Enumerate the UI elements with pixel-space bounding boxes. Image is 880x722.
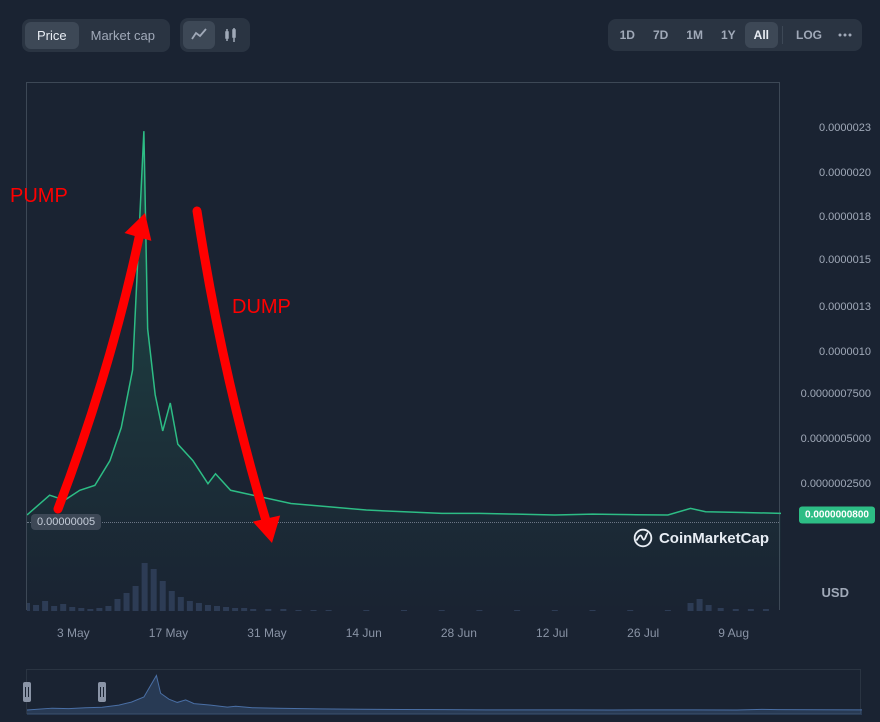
y-tick-label: 0.0000010 (819, 346, 871, 358)
coinmarketcap-icon (633, 528, 653, 548)
toolbar: Price Market cap 1D 7D 1M 1Y All LOG (0, 0, 880, 62)
toolbar-right: 1D 7D 1M 1Y All LOG (608, 19, 862, 51)
watermark: CoinMarketCap (633, 528, 769, 548)
y-tick-label: 0.0000013 (819, 301, 871, 313)
baseline: 0.00000005 (27, 522, 779, 523)
timerange-7d[interactable]: 7D (644, 22, 677, 48)
x-tick-label: 31 May (247, 626, 286, 640)
navigator-handle-right[interactable] (98, 682, 106, 702)
currency-label: USD (822, 585, 849, 600)
divider (782, 26, 783, 44)
price-marketcap-segment: Price Market cap (22, 19, 170, 52)
price-tab[interactable]: Price (25, 22, 79, 49)
watermark-text: CoinMarketCap (659, 530, 769, 547)
chart-main[interactable]: 0.00000230.00000200.00000180.00000150.00… (26, 82, 780, 610)
x-tick-label: 3 May (57, 626, 90, 640)
current-price-badge: 0.0000000800 (799, 507, 875, 524)
y-tick-label: 0.0000002500 (801, 478, 871, 490)
x-tick-label: 14 Jun (346, 626, 382, 640)
y-tick-label: 0.0000018 (819, 211, 871, 223)
line-chart-icon[interactable] (183, 21, 215, 49)
toolbar-left: Price Market cap (22, 18, 250, 52)
y-tick-label: 0.0000020 (819, 167, 871, 179)
y-tick-label: 0.0000023 (819, 122, 871, 134)
mini-chart-svg (27, 670, 862, 715)
navigator-handle-left[interactable] (23, 682, 31, 702)
baseline-label: 0.00000005 (31, 514, 101, 530)
timerange-all[interactable]: All (745, 22, 778, 48)
y-tick-label: 0.0000007500 (801, 388, 871, 400)
x-tick-label: 9 Aug (718, 626, 749, 640)
x-tick-label: 17 May (149, 626, 188, 640)
y-tick-label: 0.0000005000 (801, 433, 871, 445)
more-menu-icon[interactable] (831, 22, 859, 48)
timerange-1d[interactable]: 1D (611, 22, 644, 48)
dump-annotation: DUMP (232, 296, 291, 319)
y-tick-label: 0.0000015 (819, 254, 871, 266)
timerange-1m[interactable]: 1M (677, 22, 712, 48)
x-tick-label: 26 Jul (627, 626, 659, 640)
x-tick-label: 12 Jul (536, 626, 568, 640)
pump-annotation: PUMP (10, 185, 68, 208)
x-tick-label: 28 Jun (441, 626, 477, 640)
time-range-segment: 1D 7D 1M 1Y All LOG (608, 19, 862, 51)
x-axis-labels: 3 May 17 May 31 May 14 Jun 28 Jun 12 Jul 26 Ju… (27, 626, 779, 640)
marketcap-tab[interactable]: Market cap (79, 22, 167, 49)
chart-type-group (180, 18, 250, 52)
mini-navigator-chart[interactable] (26, 669, 861, 714)
candlestick-icon[interactable] (215, 21, 247, 49)
scale-log[interactable]: LOG (787, 22, 831, 48)
timerange-1y[interactable]: 1Y (712, 22, 745, 48)
